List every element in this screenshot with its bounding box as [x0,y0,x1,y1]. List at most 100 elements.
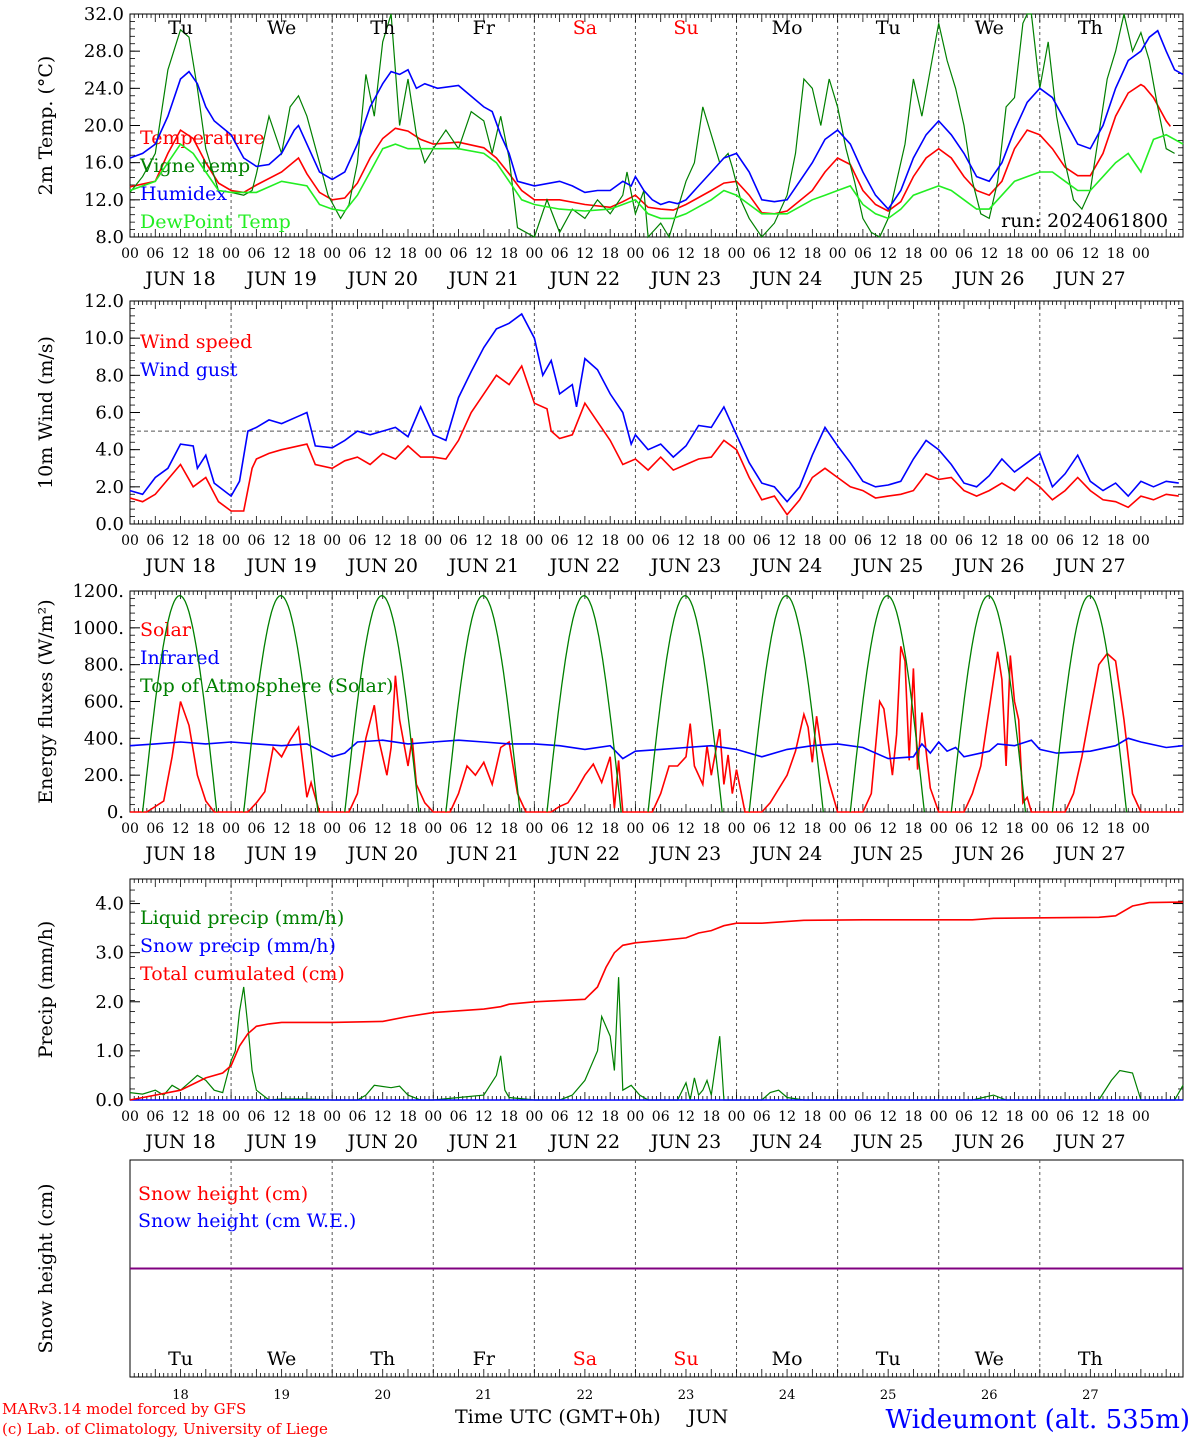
panel-1: 8.0 12.0 16.0 20.0 24.0 28.0 32.0 2m Temp. (°C)… [35,4,1184,290]
hour-tick-label: 00 [525,533,543,549]
hour-tick-label: 06 [955,821,973,837]
hour-tick-label: 18 [197,821,215,837]
hour-tick-label: 00 [1132,1109,1150,1125]
hour-tick-label: 12 [1081,821,1099,837]
hour-tick-label: 12 [778,1109,796,1125]
hour-tick-label: 12 [374,246,392,262]
panel-4: 0.0 1.0 2.0 3.0 4.0 Precip (mm/h) 00 06 12 18 JUN … [35,878,1184,1153]
hour-tick-label: 06 [146,246,164,262]
date-label: JUN 22 [548,268,620,290]
chart-panels: 8.0 12.0 16.0 20.0 24.0 28.0 32.0 2m Temp. (°C)… [35,4,1184,1403]
credit-line-1: MARv3.14 model forced by GFS [2,1400,246,1418]
hour-tick-label: 12 [980,821,998,837]
hour-tick-label: 00 [222,821,240,837]
y-axis-label: Snow height (cm) [35,1183,57,1353]
hour-tick-label: 12 [576,246,594,262]
hour-tick-label: 06 [753,1109,771,1125]
hour-tick-label: 00 [627,246,645,262]
y-tick-label: 1.0 [95,1041,124,1062]
hour-tick-label: 18 [298,821,316,837]
day-abbr-label: We [975,1348,1004,1370]
hour-tick-label: 18 [803,1109,821,1125]
y-tick-label: 200. [84,765,124,786]
hour-tick-label: 06 [753,246,771,262]
date-label: JUN 20 [345,843,417,865]
hour-tick-label: 00 [829,533,847,549]
hour-tick-label: 00 [222,246,240,262]
date-label: JUN 27 [1053,843,1125,865]
series-line [129,312,1179,503]
hour-tick-label: 06 [1056,1109,1074,1125]
series-toa-solar [849,594,926,813]
hour-tick-label: 18 [601,533,619,549]
hour-tick-label: 00 [627,1109,645,1125]
day-number-label: 26 [981,1388,998,1403]
hour-tick-label: 12 [374,533,392,549]
hour-tick-label: 06 [854,821,872,837]
y-tick-label: 12.0 [84,190,124,211]
date-label: JUN 24 [750,843,822,865]
hour-tick-label: 12 [273,246,291,262]
day-abbr-label: Fr [473,1348,496,1370]
hour-tick-label: 18 [399,821,417,837]
hour-tick-label: 12 [879,246,897,262]
hour-tick-label: 12 [172,533,190,549]
hour-tick-label: 06 [551,1109,569,1125]
day-abbr-label: Th [1078,1348,1103,1370]
station-label: Wideumont (alt. 535m) [886,1405,1190,1435]
y-tick-label: 3.0 [95,943,124,964]
hour-tick-label: 06 [652,821,670,837]
hour-tick-label: 12 [475,1109,493,1125]
panel-5: Snow height (cm) Snow height (cm) Snow hei… [35,1159,1184,1403]
hour-tick-label: 00 [525,1109,543,1125]
hour-tick-label: 12 [172,246,190,262]
hour-tick-label: 12 [576,821,594,837]
date-label: JUN 21 [447,268,519,290]
date-label: JUN 25 [851,1131,923,1153]
y-tick-label: 4.0 [95,440,124,461]
hour-tick-label: 00 [525,246,543,262]
y-tick-label: 1200. [72,581,124,602]
x-axis-title: Time UTC (GMT+0h) [455,1406,661,1428]
hour-tick-label: 06 [652,1109,670,1125]
panel-2: 0.0 2.0 4.0 6.0 8.0 10.0 12.0 10m Wind (m/s) 00 0… [35,291,1184,577]
hour-tick-label: 12 [475,821,493,837]
hour-tick-label: 00 [930,246,948,262]
hour-tick-label: 00 [424,821,442,837]
series-toa-solar [344,594,420,813]
y-tick-label: 400. [84,728,124,749]
series-toa-solar [243,594,319,813]
hour-tick-label: 12 [374,821,392,837]
date-label: JUN 22 [548,1131,620,1153]
hour-tick-label: 00 [829,1109,847,1125]
day-abbr-label: Tu [876,1348,901,1370]
plot-frame [129,590,1184,813]
hour-tick-label: 00 [1031,821,1049,837]
hour-tick-label: 06 [652,246,670,262]
hour-tick-label: 00 [930,533,948,549]
legend-entry: Snow height (cm) [138,1183,308,1205]
y-tick-label: 2.0 [95,992,124,1013]
hour-tick-label: 12 [980,246,998,262]
hour-tick-label: 12 [677,246,695,262]
hour-tick-label: 00 [627,821,645,837]
y-axis-label: Precip (mm/h) [35,921,57,1059]
legend-entry: Snow precip (mm/h) [140,935,336,957]
legend-entry: Temperature [140,127,264,149]
series-line [129,364,1179,517]
hour-tick-label: 06 [1056,821,1074,837]
hour-tick-label: 00 [121,533,139,549]
run-label: run: 2024061800 [1001,210,1168,232]
y-tick-label: 0.0 [95,1090,124,1111]
hour-tick-label: 12 [1081,1109,1099,1125]
date-label: JUN 21 [447,1131,519,1153]
hour-tick-label: 00 [424,1109,442,1125]
plot-frame [129,300,1184,525]
hour-tick-label: 06 [349,533,367,549]
hour-tick-label: 18 [702,1109,720,1125]
hour-tick-label: 00 [627,533,645,549]
series-toa-solar [445,594,521,813]
y-tick-label: 8.0 [95,365,124,386]
hour-tick-label: 06 [450,533,468,549]
